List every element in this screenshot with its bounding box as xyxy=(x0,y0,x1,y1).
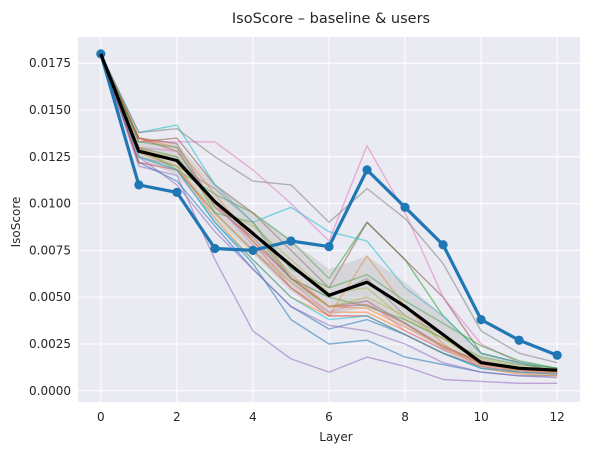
baseline-point xyxy=(248,245,258,255)
baseline-point xyxy=(400,202,410,212)
baseline-point xyxy=(172,187,182,197)
baseline-point xyxy=(362,165,372,175)
user-series-line xyxy=(100,53,558,369)
y-tick-label: 0.0050 xyxy=(29,290,71,304)
y-tick-label: 0.0075 xyxy=(29,243,71,257)
x-axis-label: Layer xyxy=(319,430,353,444)
baseline-point xyxy=(324,242,334,252)
y-tick-label: 0.0125 xyxy=(29,150,71,164)
y-tick-label: 0.0100 xyxy=(29,197,71,211)
y-tick-label: 0.0000 xyxy=(29,384,71,398)
y-tick-label: 0.0175 xyxy=(29,56,71,70)
baseline-point xyxy=(552,350,562,360)
x-tick-label: 2 xyxy=(173,410,181,424)
x-tick-label: 4 xyxy=(249,410,257,424)
y-axis-label: IsoScore xyxy=(9,197,23,248)
user-series-line xyxy=(100,53,558,375)
chart-title: IsoScore – baseline & users xyxy=(232,11,430,27)
user-series-line xyxy=(100,53,558,379)
x-tick-label: 10 xyxy=(473,410,488,424)
y-tick-label: 0.0025 xyxy=(29,337,71,351)
user-series-line xyxy=(100,53,558,369)
baseline-point xyxy=(438,240,448,250)
user-series-line xyxy=(100,53,558,384)
user-series-line xyxy=(100,53,558,369)
x-tick-label: 12 xyxy=(550,410,565,424)
baseline-point xyxy=(286,236,296,246)
x-axis-ticks: 0 2 4 6 8 10 12 xyxy=(97,410,565,424)
baseline-point xyxy=(514,335,524,345)
y-axis-ticks: 0.0000 0.0025 0.0050 0.0075 0.0100 0.0125 0.01… xyxy=(29,56,71,398)
baseline-point xyxy=(476,315,486,325)
mean-confidence-band xyxy=(100,53,558,376)
baseline-markers xyxy=(96,49,562,360)
baseline-point xyxy=(210,243,220,254)
user-series-line xyxy=(100,53,558,369)
mean-series-line xyxy=(99,53,558,372)
x-tick-label: 6 xyxy=(325,410,333,424)
baseline-point xyxy=(134,180,144,190)
x-tick-label: 0 xyxy=(97,410,105,424)
user-series-line xyxy=(100,53,558,364)
x-tick-label: 8 xyxy=(401,410,409,424)
y-tick-label: 0.0150 xyxy=(29,103,71,117)
